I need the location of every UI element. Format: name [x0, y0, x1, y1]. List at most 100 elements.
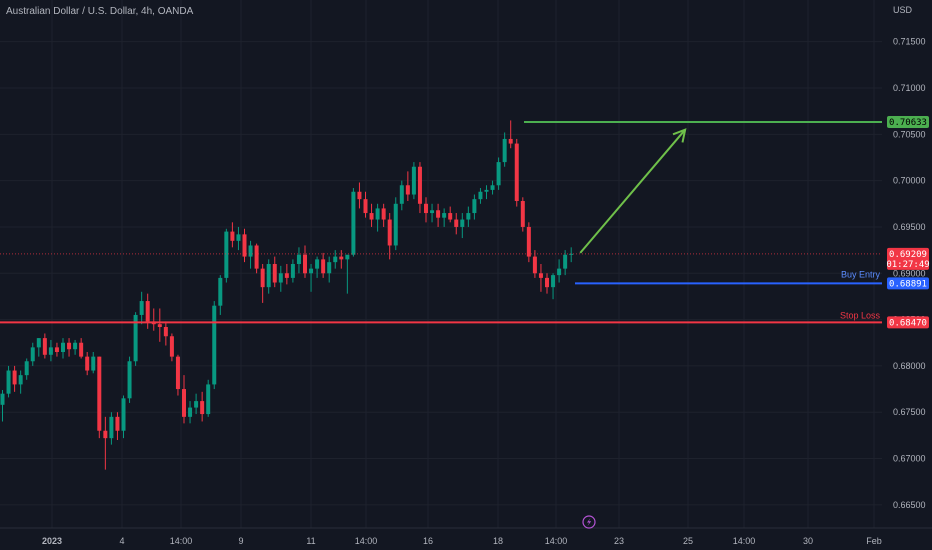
- candle-body: [67, 342, 72, 350]
- candle-body: [387, 219, 392, 246]
- candle-body: [466, 213, 471, 220]
- candle-body: [484, 189, 489, 192]
- candle-body: [381, 208, 386, 220]
- candle-body: [315, 259, 320, 269]
- candle-body: [139, 301, 144, 315]
- current-price-tag-text: 0.69209: [889, 250, 927, 260]
- candle-body: [278, 273, 283, 283]
- candle-body: [260, 268, 265, 288]
- stop_loss-price-tag-text: 0.68470: [889, 318, 927, 328]
- candle-body: [520, 201, 525, 227]
- candle-body: [436, 210, 441, 218]
- candle-body: [339, 256, 344, 260]
- candle-body: [182, 389, 186, 417]
- candle-body: [321, 259, 326, 274]
- candle-body: [236, 234, 241, 241]
- time-tick-label: 14:00: [355, 536, 378, 546]
- candle-body: [85, 356, 90, 371]
- time-tick-label: 2023: [42, 536, 62, 546]
- candle-body: [175, 356, 180, 390]
- time-tick-label: 18: [493, 536, 503, 546]
- price-tick-label: 0.69500: [893, 222, 926, 232]
- candle-body: [460, 219, 465, 227]
- price-tick-label: 0.67000: [893, 454, 926, 464]
- candle-body: [42, 338, 47, 355]
- time-tick-label: 14:00: [170, 536, 193, 546]
- candle-body: [218, 277, 223, 306]
- candle-body: [127, 361, 132, 399]
- stop-loss-label: Stop Loss: [840, 310, 881, 320]
- candle-body: [91, 356, 96, 371]
- candle-body: [345, 254, 350, 260]
- chart-title: Australian Dollar / U.S. Dollar, 4h, OAN…: [6, 6, 194, 17]
- candle-body: [103, 430, 108, 439]
- candle-body: [18, 375, 23, 385]
- candle-body: [430, 210, 435, 214]
- candle-body: [327, 262, 332, 274]
- candle-body: [411, 166, 416, 195]
- candle-body: [12, 370, 17, 385]
- candle-body: [0, 393, 5, 405]
- time-axis[interactable]: [0, 528, 932, 550]
- candle-body: [24, 361, 29, 376]
- candle-body: [514, 143, 519, 202]
- candle-body: [109, 416, 114, 439]
- candle-body: [242, 234, 247, 257]
- projection-arrow-line: [579, 129, 686, 254]
- candle-body: [169, 336, 174, 357]
- candle-body: [30, 347, 35, 362]
- candle-body: [424, 203, 428, 214]
- candle-body: [145, 301, 150, 322]
- candle-body: [36, 338, 41, 348]
- time-tick-label: 16: [423, 536, 433, 546]
- candle-body: [526, 226, 531, 257]
- candle-body: [333, 256, 338, 263]
- price-axis[interactable]: [882, 0, 932, 550]
- price-tick-label: 0.68000: [893, 361, 926, 371]
- candle-body: [399, 185, 404, 204]
- candle-body: [363, 199, 368, 214]
- candle-body: [79, 342, 84, 357]
- price-tick-label: 0.70000: [893, 176, 926, 186]
- candle-body: [296, 254, 301, 264]
- time-tick-label: Feb: [866, 536, 882, 546]
- candle-body: [54, 347, 59, 352]
- buy-entry-label: Buy Entry: [841, 269, 881, 279]
- candle-body: [442, 213, 447, 218]
- time-tick-label: 14:00: [733, 536, 756, 546]
- candle-body: [194, 401, 199, 408]
- stop_loss-price-tag: [887, 316, 929, 329]
- candle-body: [369, 213, 374, 220]
- candle-body: [357, 191, 362, 200]
- candle-body: [290, 264, 295, 278]
- candle-body: [157, 324, 162, 327]
- candle-body: [448, 213, 453, 220]
- candle-body: [212, 305, 217, 385]
- time-tick-label: 30: [803, 536, 813, 546]
- candle-body: [224, 231, 229, 278]
- target-price-tag-text: 0.70633: [889, 118, 927, 128]
- candle-body: [303, 254, 307, 274]
- candle-body: [309, 268, 314, 274]
- time-tick-label: 11: [306, 536, 315, 546]
- candle-body: [254, 245, 259, 269]
- candle-body: [569, 253, 574, 255]
- time-tick-label: 25: [683, 536, 693, 546]
- target-price-tag: [887, 115, 929, 128]
- candle-body: [200, 401, 205, 415]
- price-tick-label: 0.71000: [893, 83, 926, 93]
- candle-body: [538, 273, 543, 278]
- candle-body: [532, 256, 537, 274]
- lightning-icon[interactable]: [582, 515, 596, 529]
- time-tick-label: 9: [238, 536, 243, 546]
- currency-label: USD: [893, 5, 913, 15]
- candle-body: [351, 191, 356, 255]
- candle-body: [545, 277, 549, 288]
- buy_entry-price-tag-text: 0.68891: [889, 279, 927, 289]
- candle-body: [508, 138, 513, 144]
- candle-body: [472, 199, 477, 214]
- candle-body: [551, 275, 556, 288]
- time-tick-label: 23: [614, 536, 624, 546]
